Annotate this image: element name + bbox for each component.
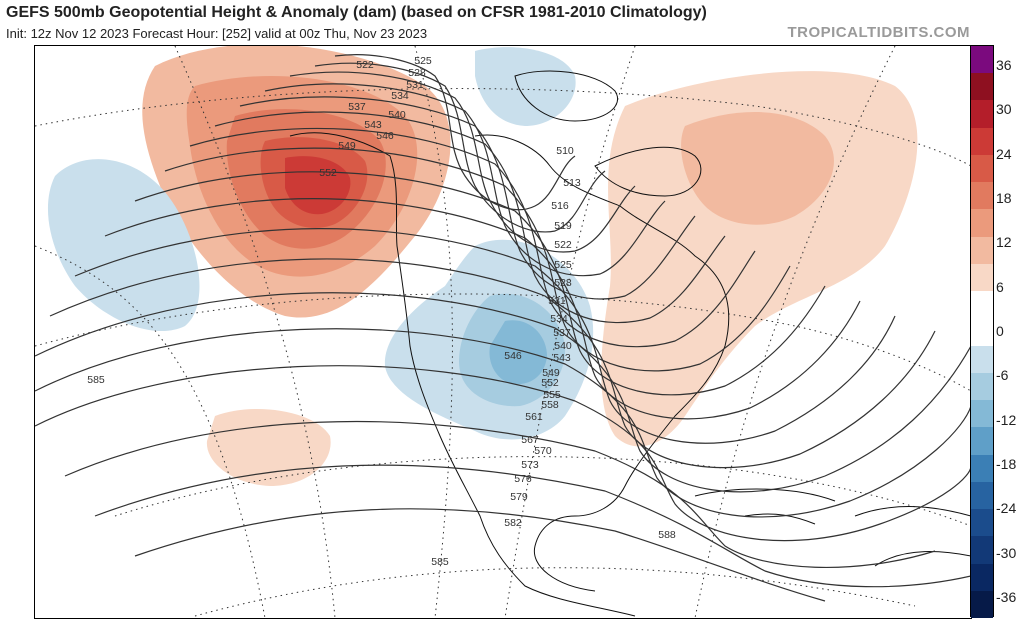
contour-label: 546: [504, 350, 522, 362]
colorbar-segment: [971, 291, 993, 319]
contour-label: 570: [534, 445, 552, 457]
contour-label: 546: [376, 130, 394, 142]
colorbar-segment: [971, 454, 993, 483]
colorbar-segment: [971, 236, 993, 265]
colorbar-segment: [971, 536, 993, 565]
colorbar-segment: [971, 263, 993, 292]
contour-label: 585: [431, 556, 449, 568]
colorbar-segment: [971, 127, 993, 156]
colorbar-tick-label: -18: [996, 456, 1017, 472]
contour-label: 528: [408, 67, 426, 79]
colorbar-tick-label: 0: [996, 323, 1004, 339]
contour-label: 525: [414, 55, 432, 67]
contour-label: 531: [406, 79, 424, 91]
contour-label: 567: [521, 434, 539, 446]
contour-label: 552: [541, 377, 559, 389]
colorbar-tick-label: -36: [996, 589, 1017, 605]
contour-label: 525: [554, 259, 572, 271]
contour-label: 588: [658, 529, 676, 541]
height-contours: [35, 54, 971, 602]
colorbar-tick-label: -6: [996, 367, 1009, 384]
colorbar-segment: [971, 209, 993, 238]
colorbar-segment: [971, 590, 993, 619]
contour-label: 519: [554, 220, 572, 232]
colorbar-segment: [971, 509, 993, 537]
contour-label: 552: [319, 167, 337, 179]
contour-label: 510: [556, 145, 574, 157]
contour-label: 540: [388, 109, 406, 121]
contour-labels: 522 5255285315345375405435465495525105135…: [87, 55, 676, 568]
contour-label: 543: [553, 352, 571, 364]
contour-label: 558: [541, 399, 559, 411]
colorbar-segment: [971, 46, 993, 74]
contour-label: 540: [554, 340, 572, 352]
contour-label: 516: [551, 200, 569, 212]
contour-label: 576: [514, 473, 532, 485]
colorbar-segment: [971, 481, 993, 510]
contour-label: 528: [554, 277, 572, 289]
contour-label: 522: [554, 239, 572, 251]
colorbar-tick-label: -12: [996, 411, 1017, 428]
graticule: [35, 46, 971, 618]
colorbar-segment: [971, 154, 993, 183]
colorbar-segment: [971, 345, 993, 374]
coastlines: [289, 70, 971, 617]
contour-label: 561: [525, 411, 543, 423]
colorbar-segment: [971, 563, 993, 592]
colorbar-segment: [971, 73, 993, 101]
map-panel: 522 525 528 531 534 537 540 543 546 549 552 510 513 5…: [34, 45, 972, 619]
contour-label: 534: [391, 90, 409, 102]
contour-label: 549: [338, 140, 356, 152]
height-anomaly-map: 522 5255285315345375405435465495525105135…: [35, 46, 971, 618]
colorbar-tick-label: 24: [996, 145, 1012, 162]
negative-anomaly-shading: [47, 47, 594, 440]
colorbar-tick-label: 18: [996, 190, 1012, 206]
run-info: Init: 12z Nov 12 2023 Forecast Hour: [25…: [6, 26, 428, 41]
colorbar-segment: [971, 182, 993, 210]
contour-label: 543: [364, 119, 382, 131]
contour-label: 585: [87, 374, 105, 386]
contour-label: 531: [548, 295, 566, 307]
colorbar-segment: [971, 427, 993, 456]
colorbar-tick-label: -30: [996, 544, 1017, 561]
contour-label: 555: [543, 389, 561, 401]
contour-label: 537: [553, 327, 571, 339]
colorbar-tick-label: 36: [996, 57, 1012, 73]
chart-title: GEFS 500mb Geopotential Height & Anomaly…: [6, 4, 707, 21]
contour-label: 573: [521, 459, 539, 471]
colorbar-tick-label: 6: [996, 278, 1004, 295]
contour-label: 549: [542, 367, 560, 379]
colorbar-segment: [971, 400, 993, 428]
site-watermark: TROPICALTIDBITS.COM: [787, 24, 970, 41]
colorbar-tick-label: 12: [996, 234, 1012, 251]
colorbar-tick-label: -24: [996, 500, 1017, 517]
positive-anomaly-shading: [142, 46, 918, 486]
colorbar-segment: [971, 318, 993, 347]
contour-label: 534: [550, 313, 568, 325]
contour-label: 522: [356, 59, 374, 71]
colorbar-tick-label: 30: [996, 101, 1012, 118]
contour-label: 537: [348, 101, 366, 113]
anomaly-colorbar: [970, 45, 994, 619]
contour-label: 582: [504, 517, 522, 529]
contour-label: 513: [563, 177, 581, 189]
colorbar-segment: [971, 100, 993, 129]
colorbar-segment: [971, 372, 993, 401]
contour-label: 579: [510, 491, 528, 503]
